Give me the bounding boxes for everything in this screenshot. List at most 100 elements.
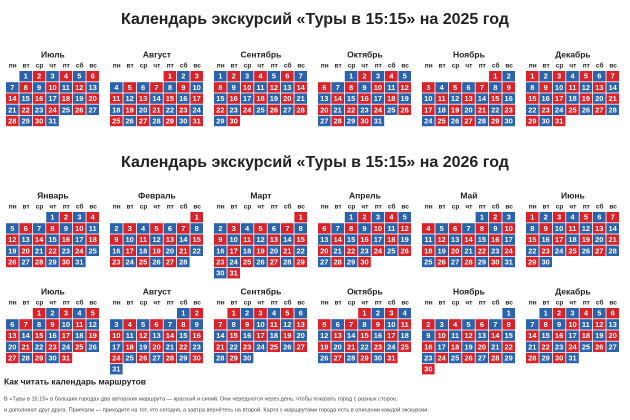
day-cell (163, 234, 177, 245)
day-cell (294, 341, 307, 352)
day-number: 23 (374, 342, 382, 351)
day-cell (502, 330, 515, 341)
day-cell (136, 341, 150, 352)
day-number: 10 (568, 320, 576, 329)
day-cell (281, 82, 294, 93)
day-number: 3 (426, 83, 430, 92)
day-cell (240, 245, 254, 256)
day-number: 8 (24, 83, 28, 92)
day-cell (46, 256, 59, 268)
day-cell (489, 115, 502, 127)
day-number: 27 (270, 257, 278, 266)
day-cell (502, 341, 515, 352)
day-number: 23 (555, 342, 563, 351)
day-number: 24 (243, 105, 252, 114)
day-cell (422, 115, 435, 127)
day-number: 20 (478, 342, 486, 351)
day-cell (566, 245, 579, 256)
day-cell (59, 82, 73, 93)
day-number: 1 (232, 309, 236, 318)
day-number: 9 (50, 320, 54, 329)
day-number: 8 (362, 320, 366, 329)
day-cell (150, 104, 163, 115)
day-number: 12 (401, 83, 409, 92)
day-number: 21 (609, 94, 617, 103)
day-number: 23 (35, 105, 43, 114)
day-cell (59, 256, 73, 268)
weekday: чт (465, 63, 472, 70)
day-number: 15 (528, 94, 536, 103)
day-cell (163, 319, 177, 330)
day-number: 19 (283, 331, 291, 340)
day-number: 27 (464, 116, 472, 125)
day-cell (240, 223, 254, 234)
day-cell (502, 212, 515, 223)
day-cell (489, 245, 502, 256)
day-number: 4 (114, 83, 119, 92)
day-cell (110, 352, 123, 364)
day-cell (73, 256, 86, 268)
day-number: 15 (542, 331, 550, 340)
day-cell (294, 330, 307, 341)
day-cell (86, 319, 99, 330)
day-cell (136, 245, 150, 256)
day-number: 26 (256, 257, 264, 266)
day-number: 12 (139, 331, 147, 340)
day-cell (240, 352, 254, 364)
day-number: 21 (334, 105, 342, 114)
day-number: 30 (555, 353, 563, 362)
weekday: ср (452, 204, 460, 211)
day-cell (267, 82, 281, 93)
day-number: 18 (270, 331, 278, 340)
day-cell (371, 341, 385, 352)
day-cell (136, 234, 150, 245)
day-cell (177, 82, 190, 93)
day-cell (19, 223, 32, 234)
day-cell (110, 330, 123, 341)
day-cell (344, 341, 358, 352)
day-number: 12 (152, 235, 160, 244)
day-cell (110, 115, 123, 127)
day-cell (214, 71, 227, 82)
weekday: чт (361, 300, 368, 307)
day-cell (59, 104, 73, 115)
weekday: чт (569, 63, 576, 70)
day-number: 11 (401, 320, 409, 329)
day-cell (422, 82, 435, 93)
day-cell (344, 82, 358, 93)
day-number: 18 (568, 235, 576, 244)
weekday: вт (231, 300, 238, 307)
day-number: 18 (243, 246, 251, 255)
day-cell (59, 352, 73, 364)
day-number: 25 (424, 257, 432, 266)
day-cell (539, 319, 552, 330)
day-cell (566, 223, 579, 234)
day-cell (240, 71, 254, 82)
weekday: пт (271, 63, 278, 70)
day-cell (19, 352, 32, 364)
day-number: 16 (360, 235, 368, 244)
day-cell (475, 330, 489, 341)
day-cell (502, 223, 515, 234)
day-number: 9 (544, 224, 548, 233)
day-number: 3 (557, 213, 561, 222)
day-number: 22 (505, 342, 513, 351)
day-number: 9 (362, 224, 366, 233)
day-cell (552, 82, 566, 93)
day-cell (110, 234, 123, 245)
day-number: 9 (181, 83, 185, 92)
day-cell (526, 245, 539, 256)
day-cell (6, 223, 19, 234)
day-cell (214, 223, 227, 234)
day-number: 10 (256, 320, 264, 329)
day-number: 7 (37, 224, 41, 233)
day-cell (358, 223, 371, 234)
day-cell (86, 341, 99, 352)
day-number: 30 (424, 365, 432, 374)
day-number: 29 (216, 116, 224, 125)
day-cell (552, 319, 566, 330)
day-cell (435, 82, 448, 93)
weekday: пт (63, 204, 70, 211)
day-cell (385, 234, 398, 245)
